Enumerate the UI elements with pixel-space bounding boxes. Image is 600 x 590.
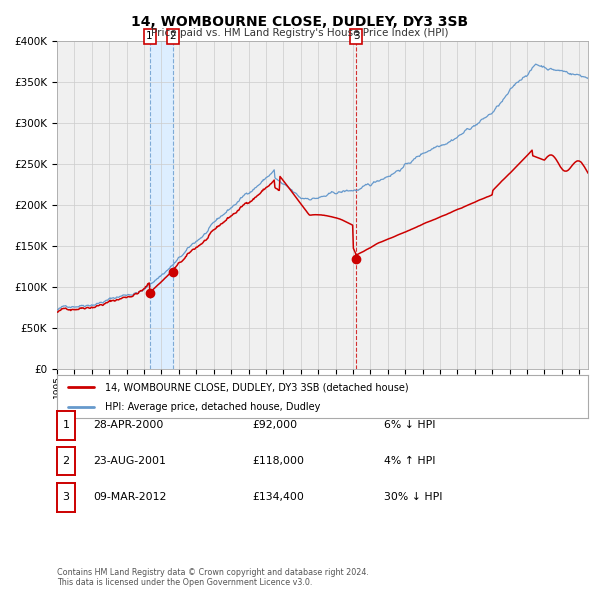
- Bar: [149, 41, 173, 369]
- Text: 2: 2: [62, 456, 70, 466]
- Text: £92,000: £92,000: [252, 421, 297, 430]
- Text: 1: 1: [62, 421, 70, 430]
- Text: 28-APR-2000: 28-APR-2000: [93, 421, 163, 430]
- Text: 6% ↓ HPI: 6% ↓ HPI: [384, 421, 436, 430]
- Text: £118,000: £118,000: [252, 456, 304, 466]
- Text: 14, WOMBOURNE CLOSE, DUDLEY, DY3 3SB (detached house): 14, WOMBOURNE CLOSE, DUDLEY, DY3 3SB (de…: [105, 382, 409, 392]
- Text: 4% ↑ HPI: 4% ↑ HPI: [384, 456, 436, 466]
- Text: 30% ↓ HPI: 30% ↓ HPI: [384, 493, 443, 502]
- Text: 14, WOMBOURNE CLOSE, DUDLEY, DY3 3SB: 14, WOMBOURNE CLOSE, DUDLEY, DY3 3SB: [131, 15, 469, 29]
- Text: 09-MAR-2012: 09-MAR-2012: [93, 493, 166, 502]
- Text: 3: 3: [62, 493, 70, 502]
- Text: 1: 1: [146, 31, 153, 41]
- Text: 23-AUG-2001: 23-AUG-2001: [93, 456, 166, 466]
- Text: 2: 2: [169, 31, 176, 41]
- Text: Contains HM Land Registry data © Crown copyright and database right 2024.
This d: Contains HM Land Registry data © Crown c…: [57, 568, 369, 587]
- Text: HPI: Average price, detached house, Dudley: HPI: Average price, detached house, Dudl…: [105, 402, 320, 412]
- Text: 3: 3: [353, 31, 359, 41]
- Text: £134,400: £134,400: [252, 493, 304, 502]
- Text: Price paid vs. HM Land Registry's House Price Index (HPI): Price paid vs. HM Land Registry's House …: [151, 28, 449, 38]
